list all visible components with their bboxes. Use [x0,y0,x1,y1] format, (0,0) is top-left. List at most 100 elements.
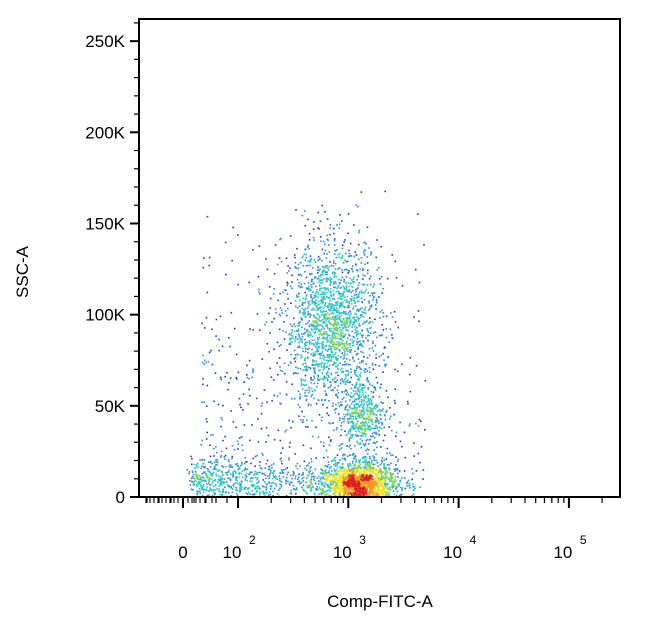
event-dot [363,483,365,486]
event-dot [351,488,354,490]
event-dot [345,252,347,255]
event-dot [351,483,353,485]
event-dot [303,309,306,311]
event-dot [372,340,374,343]
event-dot [333,463,335,466]
event-dot [346,392,349,394]
event-dot [352,491,355,493]
event-dot [311,267,314,269]
event-dot [251,485,254,488]
event-dot [353,426,356,428]
event-dot [308,386,311,389]
event-dot [314,296,316,298]
event-dot [363,254,366,256]
event-dot [291,325,293,327]
event-dot [322,321,324,324]
event-dot [415,365,418,367]
event-dot [346,390,348,392]
event-dot [365,395,367,397]
event-dot [372,368,375,370]
event-dot [334,332,336,335]
event-dot [293,317,295,320]
event-dot [335,356,338,359]
event-dot [224,241,227,244]
event-dot [347,422,350,425]
event-dot [301,421,304,423]
event-dot [317,277,320,280]
event-dot [197,466,200,468]
event-dot [214,468,217,470]
event-dot [370,427,372,429]
event-dot [322,298,325,300]
event-dot [359,309,361,311]
event-dot [358,366,361,369]
event-dot [398,485,400,488]
event-dot [232,473,235,476]
event-dot [347,317,349,320]
event-dot [348,430,350,432]
event-dot [247,488,249,490]
event-dot [301,338,303,341]
event-dot [344,491,347,493]
event-dot [313,371,316,374]
event-dot [354,328,357,331]
event-dot [315,329,318,331]
event-dot [370,390,373,393]
event-dot [382,439,385,442]
event-dot [362,480,364,483]
event-dot [299,310,301,312]
event-dot [349,421,352,423]
event-dot [321,355,324,357]
event-dot [310,376,312,379]
event-dot [378,278,381,280]
event-dot [265,483,268,486]
event-dot [313,332,316,334]
event-dot [377,486,380,488]
event-dot [348,290,350,292]
event-dot [214,484,217,486]
event-dot [364,421,367,423]
event-dot [364,463,367,465]
event-dot [369,294,371,297]
event-dot [272,463,275,465]
event-dot [236,482,239,485]
event-dot [302,488,304,491]
event-dot [352,418,355,420]
event-dot [202,485,205,487]
event-dot [400,494,402,496]
event-dot [256,478,258,481]
event-dot [357,296,359,299]
event-dot [346,358,348,360]
event-dot [360,257,363,259]
event-dot [354,300,356,303]
event-dot [375,459,377,462]
event-dot [309,378,312,380]
event-dot [321,345,323,348]
event-dot [271,400,273,402]
event-dot [368,477,370,480]
event-dot [341,378,343,380]
event-dot [344,489,347,491]
event-dot [268,312,270,315]
event-dot [321,343,323,345]
event-dot [357,465,359,468]
event-dot [364,241,366,244]
event-dot [221,488,224,490]
event-dot [281,462,283,465]
event-dot [338,444,341,447]
event-dot [353,369,356,372]
event-dot [356,434,358,437]
event-dot [352,468,355,471]
event-dot [290,426,292,429]
event-dot [379,468,381,470]
event-dot [358,477,360,480]
event-dot [362,423,365,426]
event-dot [225,273,227,276]
event-dot [218,488,220,490]
event-dot [332,487,335,490]
event-dot [395,456,397,458]
event-dot [289,481,292,483]
event-dot [308,486,310,489]
event-dot [305,366,308,369]
event-dot [317,342,319,344]
